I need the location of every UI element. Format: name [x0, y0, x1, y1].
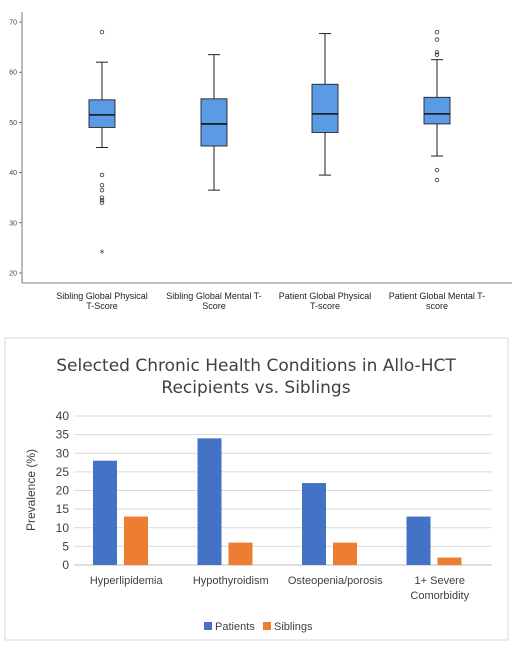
bar-patients [197, 438, 222, 565]
boxplot-outlier-point [434, 29, 440, 35]
bar-chart-bars [93, 438, 462, 565]
legend-label-siblings: Siblings [274, 621, 313, 633]
boxplot-category-label: T-score [310, 301, 340, 311]
boxplot-outlier-point [99, 172, 105, 178]
bar-siblings [228, 542, 253, 565]
bar-chart-y-tick-label: 10 [56, 521, 70, 535]
bar-chart-gridlines: 0 5 10 15 20 25 30 35 40 [56, 409, 492, 572]
boxplot-outlier-point [99, 29, 105, 35]
boxplot-outlier-point [434, 167, 440, 173]
bar-chart-y-tick-label: 35 [56, 428, 70, 442]
bar-siblings [437, 557, 462, 565]
boxplot-y-tick-label: 50 [9, 120, 17, 127]
boxplot-category-label: T-Score [86, 301, 118, 311]
boxplot-y-tick-label: 30 [9, 220, 17, 227]
legend-swatch-siblings [263, 622, 271, 630]
boxplot-category-label: Sibling Global Mental T- [166, 291, 261, 301]
bar-siblings [333, 542, 357, 565]
boxplot-boxes: * [88, 29, 451, 259]
bar-chart-y-tick-label: 0 [62, 558, 69, 572]
bar-chart-y-tick-label: 15 [56, 502, 70, 516]
boxplot-category-label: score [426, 301, 448, 311]
bar-chart-category-label: Hypothyroidism [193, 575, 269, 587]
legend-label-patients: Patients [215, 621, 255, 633]
bar-chart-title-line-1: Selected Chronic Health Conditions in Al… [56, 356, 456, 376]
boxplot-outlier-point [99, 195, 105, 200]
bar-chart-category-label: Osteopenia/porosis [288, 575, 383, 587]
bar-chart-y-axis-label: Prevalence (%) [24, 449, 38, 531]
boxplot-box [200, 98, 228, 147]
boxplot-box [88, 99, 116, 128]
bar-chart-y-tick-label: 25 [56, 465, 70, 479]
boxplot-outlier-point [434, 37, 440, 42]
boxplot-y-tick-label: 40 [9, 170, 17, 177]
bar-chart-category-label: Hyperlipidemia [90, 575, 164, 587]
bar-chart-y-tick-label: 40 [56, 409, 70, 423]
boxplot-outlier-point [99, 182, 105, 188]
bar-chart-category-label: Comorbidity [410, 590, 469, 602]
bar-patients [406, 516, 431, 565]
bar-chart-legend: Patients Siblings [204, 621, 313, 633]
boxplot-category-label: Score [202, 301, 226, 311]
bar-patients [93, 460, 117, 565]
boxplot-outlier-point [99, 187, 105, 193]
boxplot-outlier-point [99, 200, 105, 205]
boxplot-y-tick-label: 60 [9, 70, 17, 77]
boxplot-box [423, 96, 451, 125]
boxplot-category-label: Patient Global Physical [279, 291, 372, 301]
bar-chart-category-label: 1+ Severe [415, 575, 465, 587]
boxplot-y-ticks: 20 30 40 50 60 70 [9, 20, 22, 277]
boxplot-category-label: Patient Global Mental T- [389, 291, 485, 301]
bar-chart-y-tick-label: 20 [56, 484, 70, 498]
bar-chart-title-line-2: Recipients vs. Siblings [161, 378, 350, 398]
bar-patients [302, 483, 326, 565]
boxplot-outlier-point [434, 177, 440, 183]
legend-swatch-patients [204, 622, 212, 630]
boxplot-box [311, 83, 339, 133]
boxplot-outlier-point [434, 52, 440, 57]
bar-siblings [124, 516, 148, 565]
boxplot-outlier-point [99, 197, 105, 203]
bar-chart-category-labels: Hyperlipidemia Hypothyroidism Osteopenia/p… [90, 575, 470, 602]
boxplot-category-label: Sibling Global Physical [56, 291, 148, 301]
bar-chart-y-tick-label: 30 [56, 446, 70, 460]
boxplot-y-tick-label: 70 [9, 20, 17, 27]
boxplot-y-tick-label: 20 [9, 270, 17, 277]
boxplot-extreme-point: * [100, 249, 105, 259]
boxplot-outlier-point [434, 49, 440, 55]
bar-chart-y-tick-label: 5 [62, 539, 69, 553]
bar-chart-frame [4, 337, 509, 641]
